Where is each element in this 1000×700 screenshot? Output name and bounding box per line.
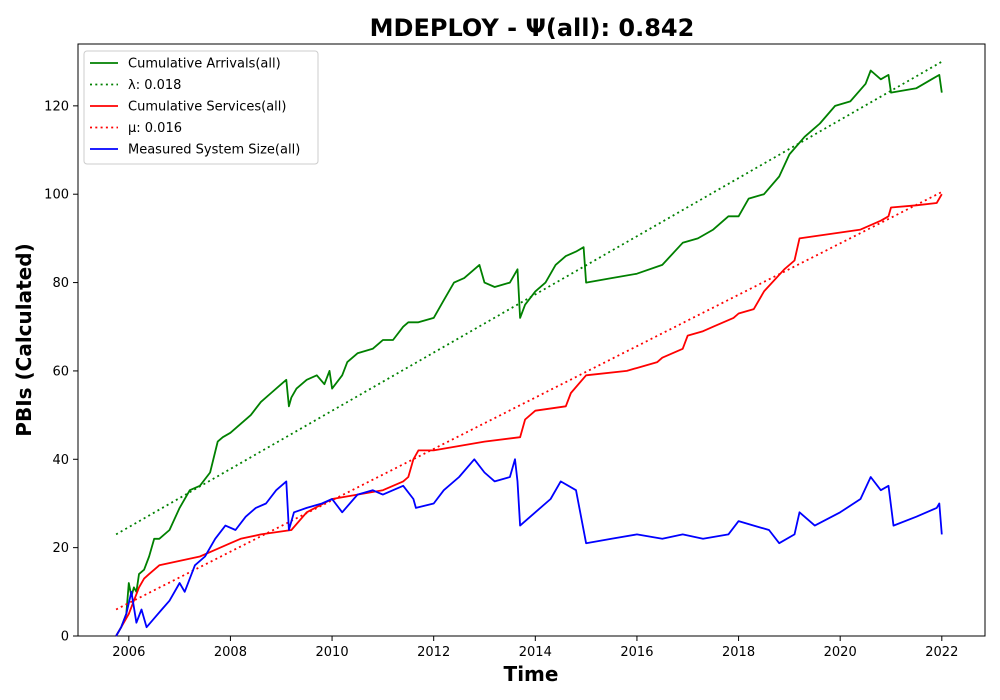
x-tick-label: 2010 <box>316 645 349 660</box>
y-tick-label: 40 <box>52 453 69 468</box>
legend: Cumulative Arrivals(all) λ: 0.018 Cumulati… <box>83 50 319 165</box>
y-tick-label: 100 <box>44 188 69 203</box>
y-axis-label: PBIs (Calculated) <box>12 243 36 436</box>
legend-label: Cumulative Arrivals(all) <box>128 57 281 72</box>
y-tick-label: 80 <box>52 276 69 291</box>
y-tick-label: 120 <box>44 99 69 114</box>
series-line-2 <box>115 193 943 637</box>
legend-box <box>83 50 319 165</box>
series-layer <box>115 60 943 637</box>
x-tick-label: 2008 <box>214 645 247 660</box>
x-axis-ticks: 2006 2008 2010 2012 2014 2016 2018 2020 2022 <box>112 636 958 660</box>
legend-item: Cumulative Arrivals(all) <box>90 57 281 72</box>
legend-item: λ: 0.018 <box>90 78 181 93</box>
y-tick-label: 0 <box>61 630 69 645</box>
chart-title: MDEPLOY - Ψ(all): 0.842 <box>370 14 695 42</box>
x-tick-label: 2012 <box>417 645 450 660</box>
series-line-3 <box>115 191 943 611</box>
x-axis-label: Time <box>504 662 559 686</box>
x-tick-label: 2006 <box>112 645 145 660</box>
y-tick-label: 60 <box>52 364 69 379</box>
series-line-4 <box>115 458 943 637</box>
legend-label: Cumulative Services(all) <box>128 100 286 115</box>
x-tick-label: 2014 <box>519 645 552 660</box>
x-tick-label: 2020 <box>824 645 857 660</box>
x-tick-label: 2022 <box>925 645 958 660</box>
legend-item: Cumulative Services(all) <box>90 100 286 115</box>
y-axis-ticks: 0 20 40 60 80 100 120 <box>44 99 78 645</box>
x-tick-label: 2018 <box>722 645 755 660</box>
legend-label: μ: 0.016 <box>128 121 182 136</box>
legend-label: λ: 0.018 <box>128 78 181 93</box>
legend-label: Measured System Size(all) <box>128 143 300 158</box>
series-line-0 <box>115 69 943 637</box>
x-tick-label: 2016 <box>620 645 653 660</box>
legend-item: μ: 0.016 <box>90 121 182 136</box>
y-tick-label: 20 <box>52 541 69 556</box>
legend-item: Measured System Size(all) <box>90 143 300 158</box>
